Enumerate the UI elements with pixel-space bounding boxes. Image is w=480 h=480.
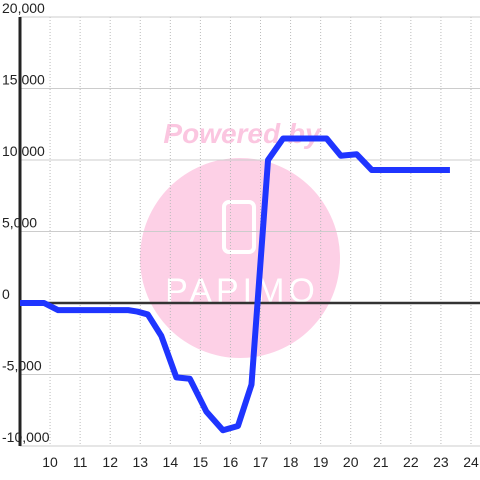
x-tick-label: 13 <box>132 454 148 470</box>
y-tick-label: -5,000 <box>2 358 42 374</box>
x-tick-label: 23 <box>433 454 449 470</box>
y-tick-label: 15,000 <box>2 72 45 88</box>
x-tick-label: 22 <box>403 454 419 470</box>
watermark-circle <box>140 158 340 358</box>
x-tick-label: 11 <box>73 454 88 470</box>
y-tick-label: 10,000 <box>2 143 45 159</box>
watermark-text: PAPIMO <box>165 272 319 310</box>
line <box>20 135 450 434</box>
x-tick-label: 21 <box>373 454 389 470</box>
x-tick-label: 17 <box>253 454 269 470</box>
x-tick-label: 19 <box>313 454 329 470</box>
y-tick-label: 0 <box>2 286 10 302</box>
x-tick-label: 18 <box>283 454 299 470</box>
x-tick-label: 20 <box>343 454 359 470</box>
y-tick-label: -10,000 <box>2 429 50 445</box>
x-tick-label: 10 <box>42 454 58 470</box>
x-tick-label: 14 <box>163 454 179 470</box>
x-tick-label: 16 <box>223 454 239 470</box>
y-tick-label: 20,000 <box>2 0 45 16</box>
x-tick-label: 12 <box>102 454 118 470</box>
watermark-text: Powered by <box>163 118 322 149</box>
x-tick-label: 24 <box>463 454 479 470</box>
watermark-icon <box>222 200 256 254</box>
x-tick-label: 15 <box>193 454 209 470</box>
